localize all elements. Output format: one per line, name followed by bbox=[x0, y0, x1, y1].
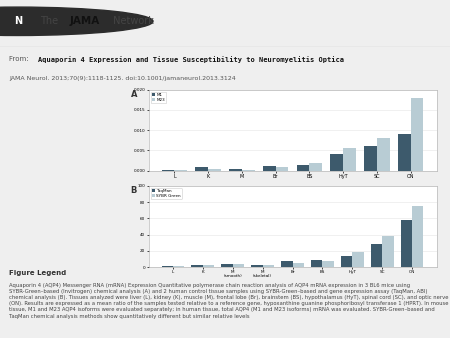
Bar bbox=[412, 206, 423, 267]
Bar bbox=[330, 154, 343, 171]
Bar bbox=[382, 236, 393, 267]
Bar bbox=[297, 165, 309, 171]
Bar bbox=[195, 167, 208, 171]
Bar bbox=[343, 148, 356, 171]
Text: Aquaporin 4 Expression and Tissue Susceptibility to Neuromyelitis Optica: Aquaporin 4 Expression and Tissue Suscep… bbox=[38, 56, 344, 63]
Bar bbox=[364, 146, 377, 171]
Bar bbox=[398, 134, 410, 171]
Bar bbox=[175, 170, 187, 171]
Bar bbox=[233, 264, 244, 267]
Bar bbox=[162, 170, 175, 171]
Text: JAMA: JAMA bbox=[70, 16, 100, 26]
Bar bbox=[281, 261, 292, 267]
Text: B: B bbox=[130, 186, 137, 195]
Bar bbox=[242, 170, 255, 171]
Text: N: N bbox=[14, 16, 22, 26]
Bar bbox=[292, 263, 304, 267]
Text: Aquaporin 4 (AQP4) Messenger RNA (mRNA) Expression Quantitative polymerase chain: Aquaporin 4 (AQP4) Messenger RNA (mRNA) … bbox=[9, 283, 449, 319]
Bar bbox=[162, 266, 173, 267]
Bar bbox=[263, 265, 274, 267]
Bar bbox=[371, 244, 382, 267]
Text: The: The bbox=[40, 16, 62, 26]
Legend: TaqMan, SYBR Green: TaqMan, SYBR Green bbox=[151, 188, 182, 199]
Bar bbox=[311, 260, 322, 267]
Bar bbox=[192, 265, 203, 267]
Bar bbox=[352, 252, 364, 267]
Bar bbox=[221, 264, 233, 267]
Text: A: A bbox=[130, 90, 137, 99]
Bar bbox=[322, 261, 334, 267]
Bar bbox=[341, 256, 352, 267]
Bar bbox=[276, 167, 288, 171]
Text: Figure Legend: Figure Legend bbox=[9, 270, 66, 276]
Circle shape bbox=[0, 7, 153, 35]
Bar bbox=[173, 266, 184, 267]
Text: JAMA Neurol. 2013;70(9):1118-1125. doi:10.1001/jamaneurol.2013.3124: JAMA Neurol. 2013;70(9):1118-1125. doi:1… bbox=[9, 76, 236, 81]
Bar bbox=[410, 98, 423, 171]
Text: From:: From: bbox=[9, 56, 33, 62]
Bar bbox=[377, 138, 390, 171]
Bar bbox=[251, 265, 263, 267]
Legend: M1, M23: M1, M23 bbox=[151, 92, 166, 103]
Bar bbox=[309, 163, 322, 171]
Bar bbox=[400, 220, 412, 267]
Text: Network: Network bbox=[110, 16, 154, 26]
Bar bbox=[229, 169, 242, 171]
Bar bbox=[203, 265, 214, 267]
Bar bbox=[263, 166, 276, 171]
Bar bbox=[208, 169, 221, 171]
